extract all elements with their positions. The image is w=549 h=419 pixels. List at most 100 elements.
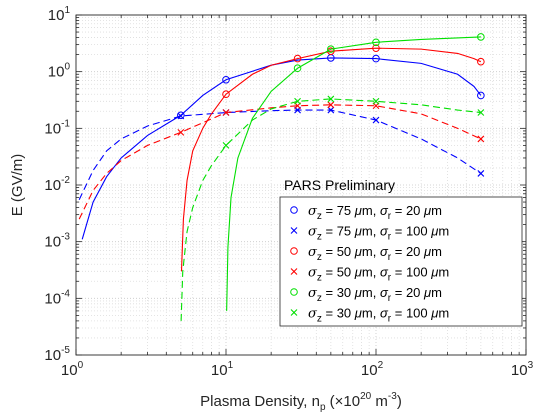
legend-mu-symbol: μ xyxy=(430,265,438,280)
x-axis-label-superscript: 20 xyxy=(360,391,372,402)
series-6-point-stroke xyxy=(222,142,230,149)
legend-unit-text: m xyxy=(431,203,442,218)
series-4-point xyxy=(222,109,230,116)
legend-unit-text: m, xyxy=(362,306,380,321)
axes xyxy=(75,14,527,356)
legend-mu-symbol: μ xyxy=(430,306,438,321)
x-tick-label: 101 xyxy=(211,360,234,379)
y-tick-label-base: 10 xyxy=(44,290,61,307)
legend-entry-5: σz = 30 μm, σr = 20 μm xyxy=(290,285,442,304)
legend-subscript: r xyxy=(388,252,392,263)
y-tick-label-base: 10 xyxy=(44,234,61,251)
legend-unit-text: m xyxy=(438,265,449,280)
legend-subscript: r xyxy=(388,232,392,243)
series-1-point xyxy=(177,111,185,120)
legend-sigma-symbol: σ xyxy=(308,266,318,281)
legend-entry-2: σz = 75 μm, σr = 100 μm xyxy=(290,224,449,243)
x-tick-label-base: 10 xyxy=(211,362,228,379)
legend-mu-symbol: μ xyxy=(354,224,362,239)
legend-subscript: r xyxy=(388,211,392,222)
series-5-point xyxy=(372,38,380,47)
x-tick-label-base: 10 xyxy=(61,362,78,379)
series-4-line xyxy=(78,104,482,220)
series-6 xyxy=(180,95,485,321)
legend-mu-symbol: μ xyxy=(354,306,362,321)
legend-label-5: σz = 30 μm, σr = 20 μm xyxy=(308,285,442,304)
legend-unit-text: m, xyxy=(362,203,380,218)
series-6-point-stroke xyxy=(372,97,380,105)
legend-mu-symbol: μ xyxy=(354,265,362,280)
legend-unit-text: m xyxy=(431,285,442,300)
y-tick-label-base: 10 xyxy=(44,347,61,364)
series-4-point-stroke xyxy=(177,128,185,136)
legend-sigma-symbol: σ xyxy=(380,306,389,321)
series-6-point xyxy=(477,109,485,116)
legend-mu-symbol: μ xyxy=(354,244,362,259)
y-tick-label-exponent: -2 xyxy=(61,175,70,186)
legend-subscript: z xyxy=(317,314,322,325)
y-tick-label-base: 10 xyxy=(48,64,65,81)
x-axis-label: Plasma Density, np (×1020 m-3) xyxy=(200,391,402,413)
legend-marker-2-stroke xyxy=(290,227,298,234)
legend-entry-6: σz = 30 μm, σr = 100 μm xyxy=(290,306,449,325)
series-6-point-stroke xyxy=(477,109,485,116)
series-5 xyxy=(226,33,485,311)
series-6-point xyxy=(222,142,230,149)
series-3 xyxy=(180,44,485,272)
legend-mu-symbol: μ xyxy=(423,203,431,218)
legend-subscript: z xyxy=(317,273,322,284)
legend-entry-1: σz = 75 μm, σr = 20 μm xyxy=(290,203,442,222)
legend-subscript: z xyxy=(317,293,322,304)
legend-sigma-symbol: σ xyxy=(308,307,318,322)
series-2-point xyxy=(372,116,380,124)
legend-label-6: σz = 30 μm, σr = 100 μm xyxy=(308,306,449,325)
series-6-point-stroke xyxy=(327,95,335,103)
legend-sigma-symbol: σ xyxy=(380,285,389,300)
legend-value-text: = 50 xyxy=(322,244,355,259)
series-4-point-stroke xyxy=(327,101,335,109)
x-axis-label-superscript: -3 xyxy=(388,391,397,402)
legend-unit-text: m xyxy=(438,306,449,321)
x-tick-label-base: 10 xyxy=(511,362,528,379)
y-tick-label: 10-4 xyxy=(44,288,70,307)
legend-subscript: r xyxy=(388,314,392,325)
y-axis-label: E (GV/m) xyxy=(9,154,26,217)
y-tick-label: 10-1 xyxy=(44,118,70,137)
axis-labels: 100 101 102 10310-510-410-310-210-1100101Pl… xyxy=(9,5,534,413)
legend-unit-text: m, xyxy=(362,224,380,239)
legend-mu-symbol: μ xyxy=(430,224,438,239)
series-5-line xyxy=(226,36,481,311)
series-4-point-stroke xyxy=(477,135,485,143)
legend-sigma-symbol: σ xyxy=(308,245,318,260)
legend-subscript: z xyxy=(317,252,322,263)
legend-entry-3: σz = 50 μm, σr = 20 μm xyxy=(290,244,442,263)
legend-sigma-symbol: σ xyxy=(308,286,318,301)
x-axis-label-text: ) xyxy=(397,393,402,410)
legend-unit-text: m xyxy=(438,224,449,239)
series-1 xyxy=(81,54,485,240)
legend-unit-text: m, xyxy=(362,265,380,280)
series-3-point xyxy=(477,57,485,66)
series-1-point xyxy=(222,75,230,84)
series-4 xyxy=(78,101,485,220)
y-tick-label-base: 10 xyxy=(48,7,65,24)
x-tick-label: 103 xyxy=(511,360,534,379)
y-tick-label-exponent: -1 xyxy=(61,118,70,129)
series-3-point xyxy=(372,44,380,52)
legend-marker-6 xyxy=(290,309,298,316)
legend-label-4: σz = 50 μm, σr = 100 μm xyxy=(308,265,449,284)
y-tick-label-exponent: -5 xyxy=(61,345,70,356)
series-layer xyxy=(78,33,485,321)
legend-mu-symbol: μ xyxy=(423,244,431,259)
y-tick-label-base: 10 xyxy=(44,177,61,194)
legend-sigma-symbol: σ xyxy=(308,204,318,219)
series-4-point xyxy=(327,101,335,109)
legend-label-2: σz = 75 μm, σr = 100 μm xyxy=(308,224,449,243)
legend-marker-5 xyxy=(290,288,298,296)
y-tick-label: 100 xyxy=(48,62,71,81)
legend-mu-symbol: μ xyxy=(354,285,362,300)
legend-value-text: = 75 xyxy=(322,203,355,218)
legend-value-text: = 20 xyxy=(391,244,424,259)
